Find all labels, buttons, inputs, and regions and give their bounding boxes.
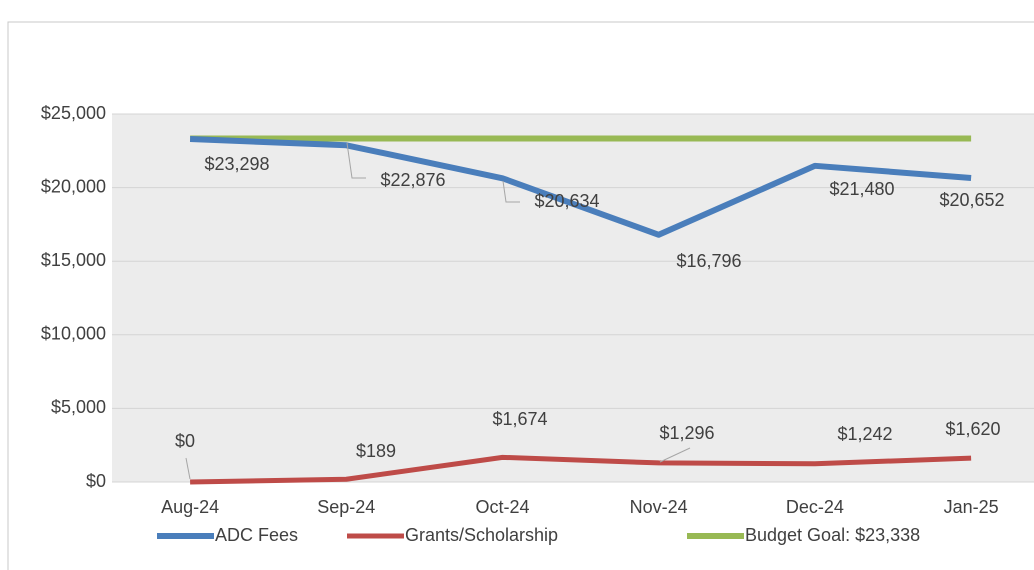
leader-line [346, 142, 366, 179]
y-tick-label: $20,000 [41, 176, 106, 196]
legend-label: ADC Fees [215, 525, 298, 545]
data-label: $1,620 [945, 419, 1000, 439]
legend-label: Grants/Scholarship [405, 525, 558, 545]
line-series [189, 136, 972, 238]
x-tick-label: Nov-24 [630, 497, 688, 517]
data-label: $20,634 [534, 191, 599, 211]
leader-line [502, 180, 520, 203]
leader-line [659, 447, 691, 463]
x-tick-label: Aug-24 [161, 497, 219, 517]
y-tick-label: $5,000 [51, 397, 106, 417]
y-tick-label: $10,000 [41, 324, 106, 344]
y-tick-label: $15,000 [41, 250, 106, 270]
y-tick-label: $0 [86, 471, 106, 491]
data-label: $1,242 [837, 424, 892, 444]
data-label: $189 [356, 441, 396, 461]
x-tick-label: Oct-24 [475, 497, 529, 517]
legend-label: Budget Goal: $23,338 [745, 525, 920, 545]
line-series [190, 454, 972, 485]
data-label: $16,796 [676, 251, 741, 271]
data-label: $1,674 [492, 409, 547, 429]
leader-line [185, 457, 191, 480]
data-label: $23,298 [204, 154, 269, 174]
data-label: $20,652 [939, 190, 1004, 210]
data-label: $21,480 [829, 179, 894, 199]
y-tick-label: $25,000 [41, 103, 106, 123]
plot-area [112, 114, 1034, 482]
data-label: $22,876 [380, 170, 445, 190]
x-tick-label: Sep-24 [317, 497, 375, 517]
x-tick-label: Jan-25 [944, 497, 999, 517]
x-tick-label: Dec-24 [786, 497, 844, 517]
data-label: $1,296 [659, 423, 714, 443]
data-label: $0 [175, 431, 195, 451]
